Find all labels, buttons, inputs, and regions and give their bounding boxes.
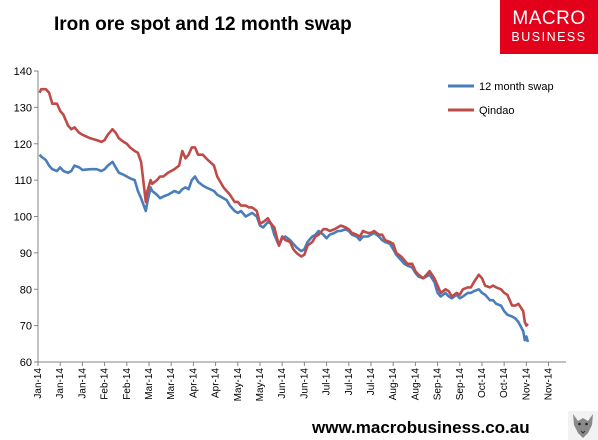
x-tick-label: Aug-14 [388, 368, 399, 401]
y-tick-label: 130 [14, 102, 32, 114]
legend-label: Qindao [479, 105, 514, 117]
x-tick-label: Jul-14 [322, 368, 333, 396]
logo-line-2: BUSINESS [511, 30, 587, 44]
x-tick-label: Sep-14 [455, 368, 466, 401]
x-tick-label: Jan-14 [55, 368, 66, 399]
x-tick-label: Feb-14 [100, 368, 111, 400]
footer-url: www.macrobusiness.co.au [312, 418, 530, 437]
x-tick-label: Aug-14 [410, 368, 421, 401]
x-tick-label: Jan-14 [77, 368, 88, 399]
x-tick-label: Apr-14 [188, 368, 199, 398]
legend-label: 12 month swap [479, 81, 554, 93]
macrobusiness-logo: MACRO BUSINESS [500, 0, 598, 54]
x-tick-label: Nov-14 [521, 368, 532, 401]
wolf-logo-icon [568, 411, 598, 440]
y-tick-label: 110 [14, 175, 32, 187]
x-tick-label: Nov-14 [544, 368, 555, 401]
x-tick-label: May-14 [233, 368, 244, 402]
x-tick-label: Jan-14 [33, 368, 44, 399]
x-tick-label: May-14 [255, 368, 266, 402]
y-tick-label: 60 [20, 357, 32, 369]
x-tick-label: Oct-14 [477, 368, 488, 398]
y-tick-label: 90 [20, 248, 32, 260]
series-line-qindao [38, 87, 529, 327]
x-tick-labels: Jan-14 Jan-14 Jan-14 Feb-14 Feb-14 Mar-14 Mar-… [33, 368, 555, 402]
y-tick-label: 80 [20, 284, 32, 296]
x-tick-label: Jun-14 [277, 368, 288, 399]
x-tick-label: Apr-14 [211, 368, 222, 398]
chart-axes [34, 70, 566, 366]
x-tick-label: Oct-14 [499, 368, 510, 398]
logo-line-1: MACRO [512, 8, 586, 29]
x-tick-label: Mar-14 [166, 368, 177, 400]
y-tick-labels: 60 70 80 90 100 110 120 130 140 [14, 66, 32, 369]
chart-title: Iron ore spot and 12 month swap [54, 14, 352, 35]
x-tick-label: Feb-14 [122, 368, 133, 400]
x-tick-label: Mar-14 [144, 368, 155, 400]
y-tick-label: 100 [14, 212, 32, 224]
y-tick-label: 70 [20, 321, 32, 333]
series-lines [38, 87, 530, 343]
x-tick-label: Jul-14 [344, 368, 355, 396]
y-tick-label: 120 [14, 139, 32, 151]
y-tick-label: 140 [14, 66, 32, 78]
chart-legend: 12 month swap Qindao [448, 81, 554, 117]
x-tick-label: Sep-14 [433, 368, 444, 401]
x-tick-label: Jun-14 [299, 368, 310, 399]
series-line-swap [38, 153, 530, 343]
x-tick-label: Jul-14 [366, 368, 377, 396]
